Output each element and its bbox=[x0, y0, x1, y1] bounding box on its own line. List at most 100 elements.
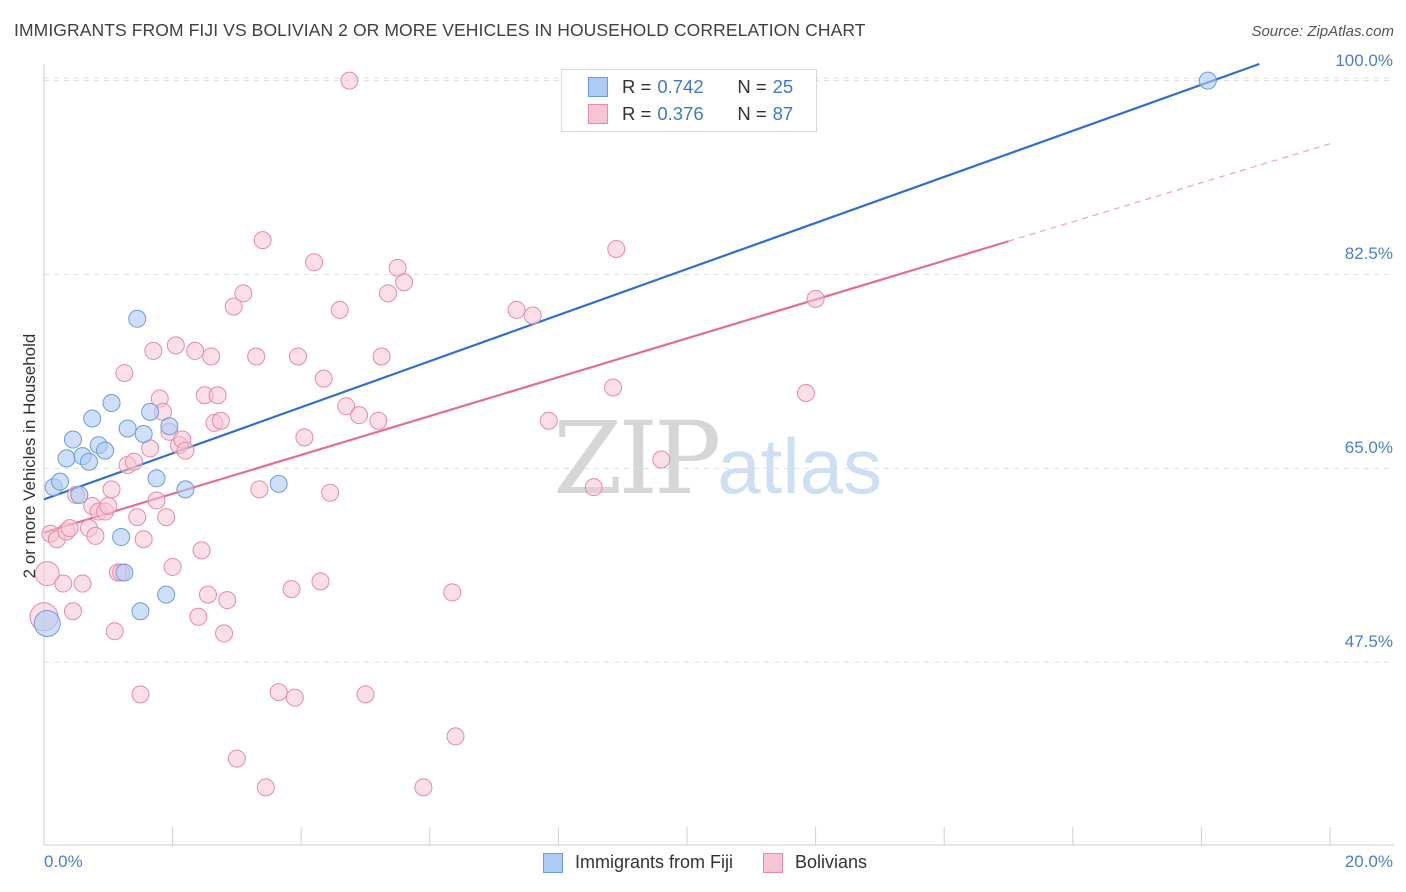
bolivians-point bbox=[305, 253, 324, 272]
fiji-point bbox=[1198, 71, 1217, 90]
bolivians-point bbox=[607, 240, 626, 259]
correlation-legend: R = 0.742 N = 25 R = 0.376 N = 87 bbox=[561, 69, 817, 132]
bolivians-point bbox=[806, 289, 825, 308]
legend-row-fiji: R = 0.742 N = 25 bbox=[588, 76, 793, 98]
bolivians-point bbox=[163, 557, 182, 576]
y-axis-label: 2 or more Vehicles in Household bbox=[20, 333, 39, 579]
chart-title: IMMIGRANTS FROM FIJI VS BOLIVIAN 2 OR MO… bbox=[14, 20, 866, 40]
bolivians-point bbox=[34, 561, 60, 587]
legend-swatch-bolivians bbox=[588, 104, 608, 124]
bolivians-point bbox=[288, 347, 307, 366]
bolivians-point bbox=[218, 591, 237, 610]
bolivians-point bbox=[73, 574, 92, 593]
bolivians-point bbox=[356, 685, 375, 704]
trend-lines bbox=[43, 62, 1331, 534]
fiji-point bbox=[57, 449, 76, 468]
bolivians-point bbox=[189, 607, 208, 626]
series-swatch-bolivians bbox=[763, 852, 784, 873]
source-credit: Source: ZipAtlas.com bbox=[1251, 23, 1394, 40]
x-tick-label-max: 20.0% bbox=[1344, 852, 1393, 871]
bolivians-point bbox=[192, 541, 211, 560]
bolivians-point bbox=[54, 574, 73, 593]
fiji-point bbox=[83, 409, 102, 428]
bolivians-point bbox=[369, 411, 388, 430]
bolivians-point bbox=[652, 450, 671, 469]
bolivians-trend-extension bbox=[1008, 143, 1331, 242]
fiji-point bbox=[128, 309, 147, 328]
series-legend-bolivians: Bolivians bbox=[763, 852, 867, 873]
fiji-point bbox=[141, 402, 160, 421]
bolivians-point bbox=[86, 526, 105, 545]
legend-r-key: R = bbox=[622, 103, 652, 124]
series-label-fiji: Immigrants from Fiji bbox=[575, 852, 734, 872]
fiji-points bbox=[33, 71, 1217, 637]
bolivians-point bbox=[250, 480, 269, 499]
fiji-point bbox=[63, 430, 82, 449]
bolivians-point bbox=[350, 406, 369, 425]
bolivians-point bbox=[99, 497, 118, 516]
bolivians-point bbox=[131, 685, 150, 704]
bolivians-point bbox=[60, 519, 79, 538]
bolivians-point bbox=[63, 602, 82, 621]
bolivians-point bbox=[523, 306, 542, 325]
series-legend: Immigrants from Fiji Bolivians bbox=[543, 852, 897, 873]
bolivians-point bbox=[282, 580, 301, 599]
bolivians-point bbox=[208, 386, 227, 405]
bolivians-point bbox=[102, 480, 121, 499]
bolivians-point bbox=[128, 508, 147, 527]
bolivians-point bbox=[604, 378, 623, 397]
bolivians-point bbox=[224, 297, 243, 316]
fiji-point bbox=[118, 419, 137, 438]
legend-n-value: 87 bbox=[772, 103, 794, 124]
bolivians-point bbox=[340, 71, 359, 90]
fiji-trend-line bbox=[43, 62, 1260, 501]
bolivians-point bbox=[125, 452, 144, 471]
fiji-point bbox=[70, 485, 89, 504]
axes bbox=[43, 64, 1394, 846]
bolivians-point bbox=[330, 300, 349, 319]
bolivians-point bbox=[227, 749, 246, 768]
bolivians-point bbox=[247, 347, 266, 366]
series-swatch-fiji bbox=[543, 852, 563, 873]
fiji-point bbox=[131, 602, 150, 621]
watermark-zip: ZIP bbox=[553, 400, 721, 517]
fiji-point bbox=[269, 474, 288, 493]
bolivians-point bbox=[295, 428, 314, 447]
bolivians-point bbox=[253, 231, 272, 250]
legend-r-value: 0.742 bbox=[657, 76, 704, 97]
legend-n-value: 25 bbox=[772, 76, 794, 97]
bolivians-point bbox=[443, 583, 462, 602]
bolivians-point bbox=[414, 778, 433, 797]
fiji-point bbox=[176, 480, 195, 499]
y-tick-label: 82.5% bbox=[1344, 244, 1393, 264]
bolivians-point bbox=[157, 508, 176, 527]
bolivians-point bbox=[256, 778, 275, 797]
bolivians-point bbox=[186, 341, 205, 360]
y-tick-label: 65.0% bbox=[1344, 438, 1393, 458]
bolivians-point bbox=[395, 273, 414, 292]
fiji-point bbox=[160, 417, 179, 436]
bolivians-point bbox=[314, 369, 333, 388]
legend-n-key: N = bbox=[737, 103, 767, 124]
y-tick-label: 100.0% bbox=[1335, 50, 1393, 70]
bolivians-point bbox=[176, 441, 195, 460]
bolivians-point bbox=[166, 336, 185, 355]
bolivians-trend-line bbox=[43, 240, 1009, 534]
fiji-point bbox=[112, 528, 131, 547]
bolivians-point bbox=[234, 284, 253, 303]
bolivians-point bbox=[796, 384, 815, 403]
gridlines bbox=[44, 77, 1394, 663]
bolivians-point bbox=[285, 688, 304, 707]
bolivians-point bbox=[115, 364, 134, 383]
x-tick-label-min: 0.0% bbox=[44, 852, 83, 871]
fiji-point bbox=[102, 393, 121, 412]
fiji-point bbox=[96, 441, 115, 460]
watermark: ZIPatlas bbox=[553, 400, 882, 517]
bolivians-point bbox=[507, 300, 526, 319]
bolivians-point bbox=[269, 683, 288, 702]
watermark-atlas: atlas bbox=[717, 422, 883, 510]
series-legend-fiji: Immigrants from Fiji bbox=[543, 852, 733, 873]
series-label-bolivians: Bolivians bbox=[795, 852, 868, 872]
bolivians-point bbox=[311, 572, 330, 591]
y-tick-label: 47.5% bbox=[1344, 632, 1393, 652]
